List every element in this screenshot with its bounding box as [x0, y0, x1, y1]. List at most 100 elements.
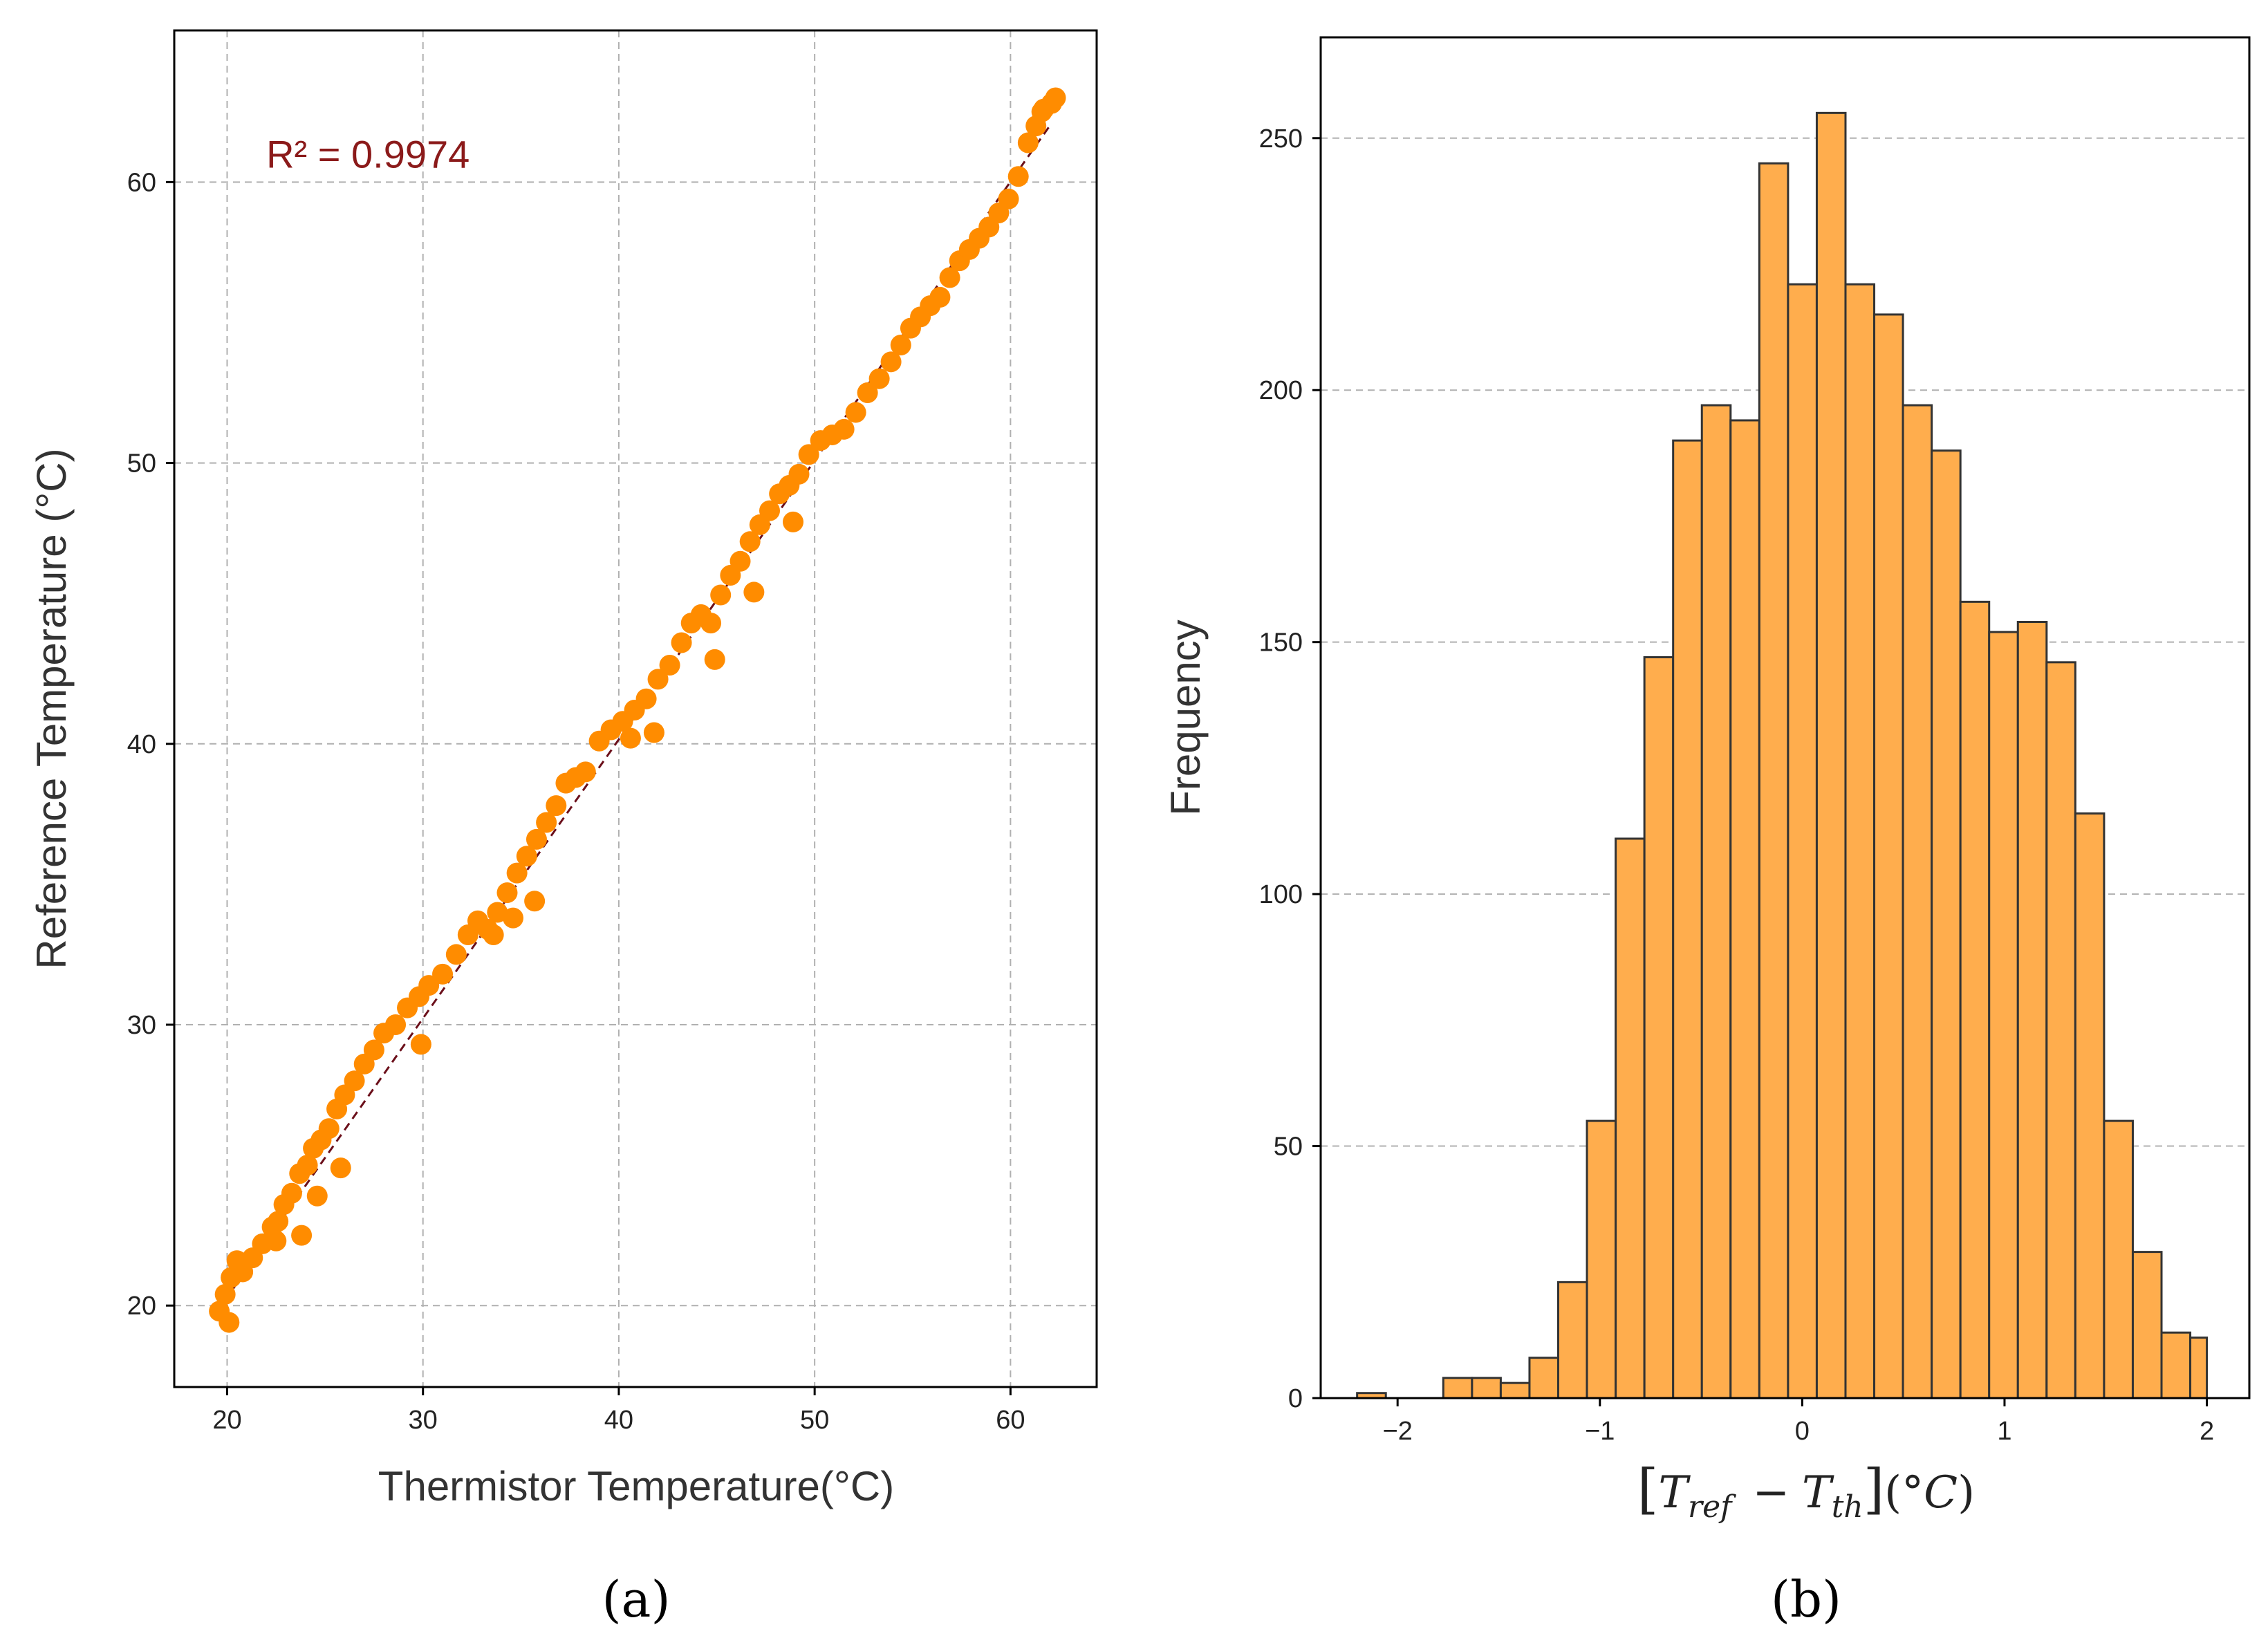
histogram-bar [1787, 283, 1818, 1399]
histogram-bar [1528, 1357, 1560, 1399]
histogram-bar [1959, 600, 1991, 1399]
x-tick-label: 60 [996, 1406, 1025, 1435]
y-tick-label: 250 [1259, 124, 1303, 153]
scatter-point [536, 812, 557, 833]
scatter-point [833, 418, 855, 440]
scatter-point [281, 1182, 302, 1204]
histogram-bar [1557, 1281, 1588, 1399]
scatter-point [759, 500, 781, 521]
scatter-point [782, 511, 803, 532]
scatter-point [410, 1034, 431, 1055]
y-tick-label: 0 [1288, 1384, 1303, 1413]
scatter-point [297, 1155, 318, 1176]
plot-frame [1319, 36, 2251, 1399]
y-tick-label: 150 [1259, 629, 1303, 658]
x-tick-label: 1 [1997, 1417, 2011, 1446]
scatter-point [385, 1014, 407, 1035]
scatter-point [998, 188, 1019, 210]
plot-frame [173, 29, 1098, 1388]
scatter-point [743, 581, 765, 603]
scatter-point [643, 722, 664, 743]
grid [174, 30, 1097, 1387]
scatter-point [266, 1230, 287, 1251]
histogram-bar [1499, 1381, 1531, 1399]
scatter-point [704, 649, 725, 670]
histogram-bar [2103, 1119, 2134, 1399]
histogram-bar [1988, 631, 2019, 1399]
scatter-point [939, 267, 960, 288]
histogram-bar [1615, 837, 1646, 1399]
y-tick-label: 50 [127, 449, 156, 478]
scatter-point [483, 924, 504, 945]
scatter-point [788, 463, 810, 485]
scatter-point [739, 531, 761, 552]
histogram-bar [1729, 419, 1760, 1399]
scatter-point [502, 907, 523, 929]
histogram-bar [1586, 1119, 1617, 1399]
scatter-point [445, 944, 467, 965]
y-axis-title: Frequency [1162, 620, 1209, 815]
scatter-point [524, 891, 546, 912]
x-tick-label: 2 [2200, 1417, 2214, 1446]
histogram-bar [1758, 162, 1790, 1399]
panel-label-b: (b) [1771, 1570, 1841, 1628]
x-axis-title: [Tref − Tth](°C) [1637, 1458, 1975, 1525]
histogram-bar [2074, 812, 2106, 1399]
panel-label-a: (a) [602, 1570, 670, 1628]
y-axis-title: Reference Temperature (°C) [28, 448, 75, 969]
scatter-chart: 20 30 40 50 60 20 30 40 50 60 R² = 0.9974 Thermi… [28, 29, 1098, 1628]
x-tick-label: 40 [604, 1406, 633, 1435]
histogram-bar [2016, 621, 2048, 1399]
scatter-point [1031, 101, 1052, 122]
scatter-point [487, 902, 508, 923]
scatter-point [318, 1118, 340, 1139]
histogram-bar [2045, 661, 2076, 1399]
x-axis-title: Thermistor Temperature(°C) [378, 1463, 894, 1509]
scatter-point [710, 584, 732, 606]
scatter-point [700, 613, 722, 634]
histogram-bar [1672, 439, 1703, 1399]
x-tick-label: 50 [800, 1406, 829, 1435]
scatter-point [620, 727, 641, 749]
scatter-point [219, 1312, 240, 1333]
scatter-point [798, 444, 819, 465]
scatter-point [575, 761, 596, 783]
x-tick-label: −1 [1585, 1417, 1615, 1446]
x-tick-label: 20 [212, 1406, 241, 1435]
scatter-point [418, 975, 440, 996]
histogram-bar [2160, 1331, 2192, 1399]
scatter-point [1017, 132, 1039, 153]
scatter-point [291, 1225, 313, 1246]
scatter-point [729, 550, 751, 572]
histogram-bar [1471, 1377, 1502, 1399]
histogram-bar [1931, 449, 1962, 1399]
scatter-points [209, 87, 1066, 1333]
scatter-point [647, 669, 669, 690]
scatter-point [671, 632, 692, 653]
y-axis-ticks: 0 50 100 150 200 250 [1259, 124, 1321, 1413]
histogram-bar [1844, 283, 1876, 1399]
scatter-point [546, 795, 567, 817]
scatter-point [506, 862, 528, 884]
scatter-point [330, 1157, 351, 1179]
scatter-point [363, 1039, 384, 1061]
histogram-chart: −2 −1 0 1 2 0 50 100 150 200 250 Frequency [Tref −… [1162, 36, 2251, 1628]
scatter-point [1045, 87, 1066, 109]
histogram-bars [1356, 111, 2209, 1399]
x-axis-ticks: −2 −1 0 1 2 [1383, 1398, 2214, 1446]
histogram-bar [1442, 1377, 1474, 1399]
scatter-point [344, 1070, 365, 1092]
y-tick-label: 20 [127, 1292, 156, 1321]
histogram-bar [1700, 404, 1732, 1399]
histogram-bar [2189, 1337, 2209, 1399]
y-tick-label: 30 [127, 1011, 156, 1040]
scatter-point [635, 688, 657, 709]
histogram-bar [2131, 1251, 2163, 1399]
scatter-point [214, 1283, 236, 1305]
scatter-point [432, 963, 454, 985]
scatter-point [845, 402, 866, 423]
y-tick-label: 200 [1259, 376, 1303, 405]
x-tick-label: 30 [409, 1406, 438, 1435]
scatter-point [526, 828, 547, 850]
